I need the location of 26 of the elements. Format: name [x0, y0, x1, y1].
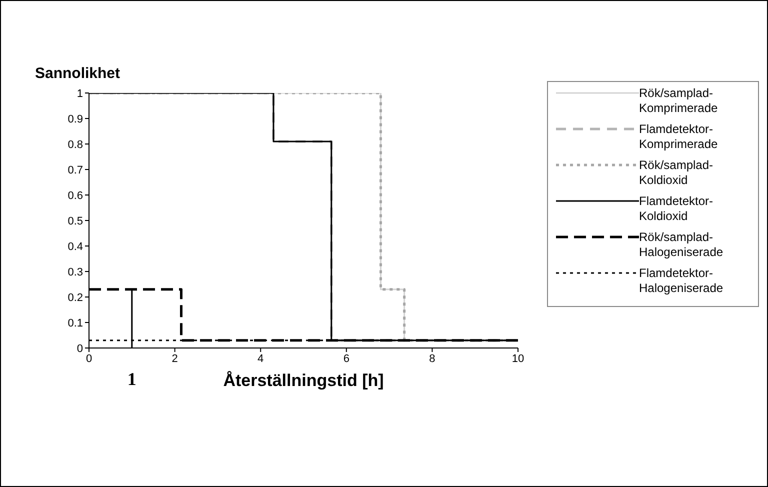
y-tick-label: 0.5: [68, 215, 83, 228]
x-tick-label: 6: [343, 352, 350, 365]
y-tick-label: 1: [76, 88, 83, 100]
text: Rök/samplad-Komprimerade: [639, 86, 719, 116]
y-tick-label: 0.8: [68, 138, 83, 151]
y-tick-label: 0.9: [68, 113, 83, 126]
y-tick-label: 0.2: [68, 292, 83, 304]
y-tick-label: 0.3: [68, 266, 83, 278]
y-tick-label: 0.1: [68, 317, 83, 330]
text: Flamdetektor-Komprimerade: [639, 122, 719, 152]
text: Rök/samplad-Koldioxid: [639, 158, 714, 188]
y-axis-title: Sannolikhet: [35, 65, 120, 82]
x-tick-label: 8: [429, 352, 436, 365]
x-tick-label: 0: [86, 352, 92, 365]
x-tick-label: 2: [172, 352, 178, 365]
annotation: 1: [127, 368, 136, 389]
y-tick-label: 0: [76, 342, 83, 355]
x-axis-title: Återställningstid [h]: [223, 371, 384, 390]
x-tick-label: 10: [512, 352, 524, 365]
x-tick-label: 4: [258, 352, 264, 365]
y-tick-label: 0.7: [68, 164, 83, 176]
y-tick-label: 0.6: [68, 190, 83, 202]
text: Flamdetektor-Halogeniserade: [639, 266, 724, 296]
text: Flamdetektor-Koldioxid: [639, 194, 714, 224]
y-tick-label: 0.4: [68, 240, 83, 253]
text: Rök/samplad-Halogeniserade: [639, 230, 724, 260]
